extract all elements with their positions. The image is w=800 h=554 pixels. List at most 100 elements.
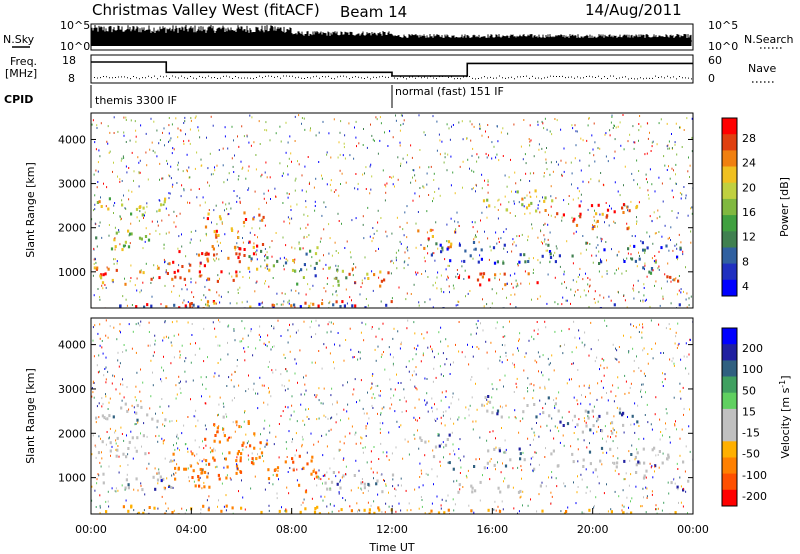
heat-speck-1301 bbox=[455, 304, 457, 307]
heat-speck-1218 bbox=[418, 507, 420, 510]
heat-speck-1253 bbox=[266, 265, 268, 268]
heat-speck-1375 bbox=[518, 235, 520, 237]
heat-speck-1288 bbox=[444, 156, 446, 159]
heat-speck-1496 bbox=[550, 161, 552, 164]
velocity-colorbar-label-main: Velocity bbox=[779, 415, 792, 459]
heat-speck-1149 bbox=[614, 272, 616, 275]
heat-speck-798 bbox=[266, 129, 268, 132]
heat-speck-1462 bbox=[356, 502, 358, 505]
heat-speck-660 bbox=[308, 234, 310, 237]
heat-cell-7 bbox=[100, 205, 103, 208]
heat-speck-1861 bbox=[375, 359, 377, 362]
heat-speck-1623 bbox=[93, 258, 95, 261]
heat-speck-691 bbox=[293, 410, 295, 413]
heat-cell-111 bbox=[235, 420, 238, 424]
heat-speck-793 bbox=[362, 451, 364, 454]
heat-speck-1182 bbox=[656, 512, 658, 514]
heat-speck-833 bbox=[607, 510, 609, 513]
heat-speck-1576 bbox=[490, 341, 492, 344]
heat-speck-886 bbox=[95, 421, 97, 424]
heat-speck-541 bbox=[613, 429, 615, 432]
heat-speck-1678 bbox=[551, 133, 553, 136]
heat-speck-1845 bbox=[529, 282, 530, 285]
heat-speck-614 bbox=[101, 451, 102, 454]
heat-speck-1379 bbox=[545, 161, 547, 164]
heat-cell-61 bbox=[181, 265, 184, 268]
heat-speck-1655 bbox=[114, 489, 116, 492]
heat-speck-942 bbox=[429, 298, 431, 301]
heat-speck-1587 bbox=[543, 224, 545, 226]
heat-speck-506 bbox=[361, 478, 363, 480]
heat-speck-1830 bbox=[404, 438, 406, 441]
heat-speck-1813 bbox=[360, 379, 362, 382]
heat-speck-1327 bbox=[301, 445, 303, 448]
heat-cell-334 bbox=[563, 512, 567, 514]
heat-speck-1542 bbox=[93, 247, 95, 250]
heat-speck-1442 bbox=[284, 292, 286, 295]
heat-speck-1829 bbox=[105, 356, 107, 359]
heat-cell-113 bbox=[223, 434, 226, 438]
heat-cell-32 bbox=[147, 238, 151, 242]
heat-speck-1240 bbox=[381, 407, 383, 410]
heat-speck-504 bbox=[283, 385, 285, 388]
heat-speck-1438 bbox=[350, 489, 352, 492]
heat-speck-900 bbox=[619, 194, 621, 197]
heat-speck-775 bbox=[637, 404, 639, 407]
heat-cell-71 bbox=[183, 277, 186, 281]
heat-cell-175 bbox=[212, 300, 215, 303]
heat-speck-1549 bbox=[527, 504, 529, 507]
heat-speck-927 bbox=[324, 495, 326, 498]
nave-dots-path bbox=[94, 75, 692, 80]
heat-cell-93 bbox=[265, 442, 269, 446]
heat-speck-1864 bbox=[276, 292, 278, 295]
heat-speck-884 bbox=[282, 202, 284, 204]
heat-speck-753 bbox=[612, 343, 614, 346]
heat-cell-76 bbox=[235, 459, 238, 463]
heat-speck-1889 bbox=[603, 374, 605, 377]
heat-speck-798 bbox=[192, 379, 194, 382]
heat-cell-300 bbox=[579, 215, 582, 219]
heat-speck-726 bbox=[471, 154, 473, 157]
heat-speck-1468 bbox=[259, 143, 261, 145]
heat-speck-1184 bbox=[227, 147, 229, 150]
heat-speck-1243 bbox=[181, 432, 183, 435]
heat-speck-1172 bbox=[320, 402, 322, 405]
heat-speck-738 bbox=[605, 440, 607, 443]
heat-speck-1690 bbox=[171, 321, 173, 324]
heat-speck-1117 bbox=[679, 476, 681, 479]
heat-speck-1644 bbox=[492, 387, 494, 390]
heat-speck-373 bbox=[588, 290, 589, 293]
heat-speck-811 bbox=[180, 392, 182, 394]
heat-speck-563 bbox=[623, 478, 625, 481]
heat-speck-1369 bbox=[286, 447, 288, 450]
heat-speck-1627 bbox=[623, 334, 624, 337]
heat-speck-836 bbox=[603, 492, 605, 495]
heat-speck-1161 bbox=[263, 460, 265, 463]
heat-speck-1169 bbox=[105, 393, 106, 396]
heat-speck-1523 bbox=[394, 388, 396, 391]
heat-speck-576 bbox=[498, 241, 500, 243]
heat-speck-1603 bbox=[141, 445, 142, 448]
heat-speck-1728 bbox=[101, 457, 103, 460]
heat-cell-242 bbox=[634, 259, 637, 263]
heat-speck-354 bbox=[204, 201, 206, 204]
heat-speck-1699 bbox=[675, 183, 677, 185]
heat-speck-685 bbox=[675, 163, 677, 166]
heat-cell-254 bbox=[498, 449, 501, 453]
heat-speck-1536 bbox=[412, 358, 414, 361]
heat-cell-182 bbox=[335, 300, 338, 304]
heat-cell-189 bbox=[304, 507, 307, 511]
heat-speck-1673 bbox=[546, 424, 548, 427]
heat-cell-294 bbox=[622, 423, 625, 427]
heat-cell-54 bbox=[198, 484, 201, 488]
heat-speck-379 bbox=[247, 388, 249, 390]
heat-speck-1044 bbox=[228, 436, 230, 439]
heat-speck-1199 bbox=[184, 512, 186, 514]
heat-cell-290 bbox=[572, 219, 575, 223]
heat-speck-1822 bbox=[400, 162, 402, 165]
heat-speck-1598 bbox=[403, 388, 405, 391]
heat-cell-256 bbox=[536, 281, 539, 285]
heat-speck-1782 bbox=[588, 384, 590, 387]
heat-cell-12 bbox=[120, 406, 123, 410]
heat-cell-260 bbox=[479, 283, 482, 287]
